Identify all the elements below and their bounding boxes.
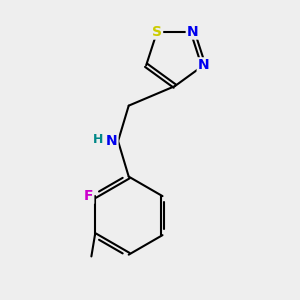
Text: S: S xyxy=(152,25,162,39)
Text: N: N xyxy=(198,58,209,72)
Text: H: H xyxy=(93,133,104,146)
Text: N: N xyxy=(187,25,198,39)
Text: F: F xyxy=(84,189,93,203)
Text: N: N xyxy=(106,134,118,148)
